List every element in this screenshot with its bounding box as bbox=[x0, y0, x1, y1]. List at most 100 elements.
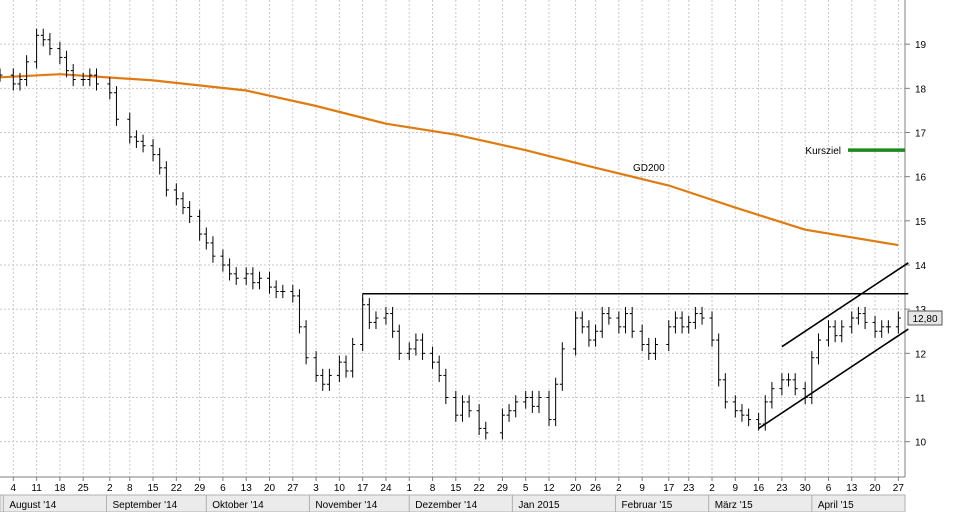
price-bar bbox=[250, 267, 256, 290]
price-bar bbox=[366, 298, 372, 330]
month-label: September '14 bbox=[112, 500, 177, 511]
price-bar bbox=[779, 373, 785, 396]
price-bar bbox=[280, 284, 286, 299]
price-bar bbox=[173, 183, 179, 206]
x-tick-label: 15 bbox=[450, 483, 462, 494]
last-price-label: 12,80 bbox=[912, 314, 937, 325]
overlay-lines bbox=[0, 73, 909, 430]
month-label: Februar '15 bbox=[622, 500, 673, 511]
x-tick-label: 20 bbox=[264, 483, 276, 494]
price-bar bbox=[746, 408, 752, 427]
x-tick-label: 5 bbox=[523, 483, 529, 494]
price-bar bbox=[459, 395, 465, 422]
x-tick-label: 29 bbox=[497, 483, 509, 494]
x-tick-label: 6 bbox=[826, 483, 832, 494]
price-bar bbox=[732, 395, 738, 418]
gd200-line bbox=[0, 73, 899, 247]
chart-annotations: GD200 Kursziel 12,80 bbox=[633, 146, 943, 326]
month-label: November '14 bbox=[315, 500, 377, 511]
price-bar bbox=[187, 200, 193, 224]
x-tick-label: 8 bbox=[127, 483, 133, 494]
price-bar bbox=[113, 86, 119, 126]
price-bar bbox=[227, 258, 233, 281]
price-bar bbox=[313, 351, 319, 383]
price-bar bbox=[756, 412, 762, 431]
price-bar bbox=[699, 306, 705, 325]
month-label: April '15 bbox=[818, 500, 854, 511]
grid-lines bbox=[0, 0, 905, 477]
price-bar bbox=[40, 28, 46, 47]
x-tick-label: 1 bbox=[406, 483, 412, 494]
price-bar bbox=[383, 306, 389, 325]
x-tick-label: 6 bbox=[220, 483, 226, 494]
x-tick-label: 22 bbox=[171, 483, 183, 494]
x-tick-label: 15 bbox=[147, 483, 159, 494]
price-bar bbox=[553, 377, 559, 427]
x-tick-label: 27 bbox=[287, 483, 299, 494]
price-bar bbox=[336, 355, 342, 383]
x-tick-label: 16 bbox=[753, 483, 765, 494]
y-tick-label: 10 bbox=[915, 438, 927, 449]
price-bar bbox=[586, 320, 592, 347]
x-tick-label: 10 bbox=[334, 483, 346, 494]
price-bar bbox=[70, 64, 76, 87]
price-bar bbox=[34, 28, 40, 69]
month-label: März '15 bbox=[715, 500, 753, 511]
price-bar bbox=[133, 130, 139, 148]
price-bar bbox=[197, 209, 203, 241]
price-bar bbox=[862, 306, 868, 330]
price-bar bbox=[343, 355, 349, 378]
price-bar bbox=[639, 324, 645, 352]
price-bar bbox=[546, 390, 552, 427]
y-tick-label: 11 bbox=[915, 394, 926, 405]
price-bar bbox=[57, 41, 63, 65]
month-label: Jan 2015 bbox=[518, 500, 560, 511]
x-tick-label: 25 bbox=[78, 483, 90, 494]
x-tick-label: 9 bbox=[733, 483, 739, 494]
channel-lower-line bbox=[758, 328, 909, 430]
price-bar bbox=[453, 390, 459, 422]
price-bar bbox=[879, 320, 885, 338]
price-bar bbox=[686, 315, 692, 334]
price-bar bbox=[672, 311, 678, 334]
price-bar bbox=[709, 311, 715, 347]
x-tick-label: 12 bbox=[543, 483, 555, 494]
x-axis: 4 11 18 25 2 8 15 22 29 6 13 20 27 3 10 17 24 1 8 15 22 29 5 12… bbox=[0, 476, 962, 512]
price-bar bbox=[629, 306, 635, 338]
price-bar bbox=[180, 192, 186, 215]
y-axis: 10111213141516171819 bbox=[904, 0, 962, 512]
x-tick-label: 4 bbox=[11, 483, 17, 494]
price-bar bbox=[203, 227, 209, 250]
x-tick-label: 23 bbox=[776, 483, 788, 494]
y-tick-label: 17 bbox=[915, 129, 927, 140]
price-bar bbox=[646, 337, 652, 360]
price-bar bbox=[483, 421, 489, 440]
price-bar bbox=[413, 333, 419, 356]
month-label: Oktober '14 bbox=[212, 500, 264, 511]
x-tick-label: 2 bbox=[616, 483, 622, 494]
y-tick-label: 12 bbox=[915, 349, 927, 360]
price-bar bbox=[606, 306, 612, 325]
month-label: August '14 bbox=[9, 500, 56, 511]
last-price-badge bbox=[907, 310, 943, 326]
y-tick-label: 14 bbox=[915, 261, 927, 272]
price-bar bbox=[80, 72, 86, 87]
price-bar bbox=[792, 373, 798, 396]
price-bar bbox=[350, 337, 356, 378]
price-bar bbox=[849, 311, 855, 334]
price-bar bbox=[373, 311, 379, 330]
price-bar bbox=[320, 368, 326, 391]
price-bar bbox=[599, 306, 605, 338]
price-bar bbox=[150, 139, 156, 162]
price-bar bbox=[809, 351, 815, 405]
price-bar bbox=[529, 390, 535, 413]
price-bar bbox=[233, 267, 239, 285]
price-bar bbox=[692, 306, 698, 330]
x-tick-label: 17 bbox=[357, 483, 369, 494]
x-tick-label: 3 bbox=[313, 483, 319, 494]
price-bar bbox=[579, 311, 585, 334]
price-bar bbox=[93, 68, 99, 91]
price-bar bbox=[652, 337, 658, 360]
price-bar bbox=[436, 355, 442, 383]
y-tick-label: 15 bbox=[915, 217, 927, 228]
